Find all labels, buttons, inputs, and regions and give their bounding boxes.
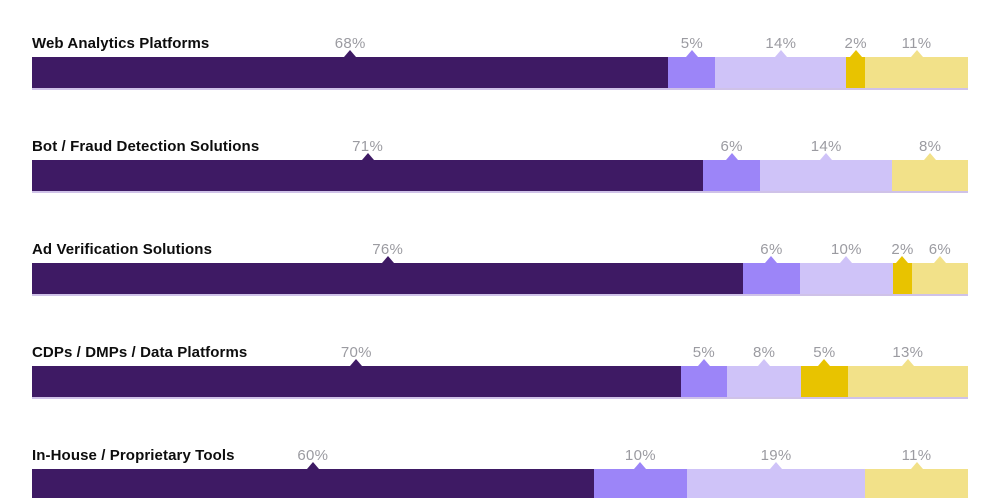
bar-segment: 19%	[687, 448, 866, 498]
segment-value-label: 11%	[901, 447, 932, 464]
segment-value-label: 19%	[760, 447, 792, 464]
bar-segment: 6%	[743, 242, 800, 294]
bar-segment: 71%	[32, 139, 704, 191]
category-label: In-House / Proprietary Tools	[32, 447, 235, 464]
segment-caret-icon	[697, 359, 710, 366]
bar-segment: 70%	[32, 345, 681, 397]
bar-segment: 11%	[865, 36, 968, 88]
chart-row: In-House / Proprietary Tools 60% 10% 19% 11%	[32, 448, 968, 498]
segment-value-label: 6%	[720, 138, 743, 155]
segment-caret-icon	[910, 50, 923, 57]
segment-caret-icon	[634, 462, 647, 469]
segment-caret-icon	[924, 153, 937, 160]
bar-segment: 2%	[845, 36, 867, 88]
segment-value-label: 70%	[340, 344, 372, 361]
chart-rows: Web Analytics Platforms 68% 5% 14% 2% 11% Bot …	[32, 36, 969, 498]
segment-caret-icon	[901, 359, 914, 366]
chart-row: Ad Verification Solutions 76% 6% 10% 2% 6%	[32, 242, 968, 296]
bar-segment: 5%	[801, 345, 848, 397]
bar-segment: 8%	[727, 345, 802, 397]
bar-segment: 6%	[703, 139, 760, 191]
segment-value-label: 10%	[624, 447, 656, 464]
segment-value-label: 60%	[297, 447, 329, 464]
bar-segment: 10%	[593, 448, 688, 498]
segment-caret-icon	[725, 153, 738, 160]
bar-segment: 5%	[668, 36, 716, 88]
category-label: Bot / Fraud Detection Solutions	[32, 138, 260, 155]
segment-caret-icon	[818, 359, 831, 366]
segment-value-label: 6%	[760, 241, 783, 258]
bar-segment: 6%	[911, 242, 968, 294]
segment-caret-icon	[361, 153, 374, 160]
segment-caret-icon	[849, 50, 862, 57]
segment-value-label: 76%	[372, 241, 404, 258]
segment-value-label: 6%	[928, 241, 952, 258]
segment-value-label: 10%	[830, 241, 862, 258]
stacked-bar: 76% 6% 10% 2% 6%	[32, 242, 968, 296]
segment-value-label: 8%	[752, 344, 776, 361]
bar-segment: 8%	[892, 139, 968, 191]
segment-caret-icon	[381, 256, 394, 263]
segment-value-label: 71%	[352, 138, 384, 155]
stacked-bar: 70% 5% 8% 5% 13%	[32, 345, 969, 399]
segment-caret-icon	[344, 50, 357, 57]
bar-segment: 68%	[32, 36, 669, 88]
segment-caret-icon	[910, 462, 923, 469]
segment-value-label: 5%	[692, 344, 716, 361]
category-label: Web Analytics Platforms	[32, 35, 210, 52]
segment-value-label: 5%	[813, 344, 836, 361]
segment-value-label: 68%	[334, 35, 366, 52]
segment-caret-icon	[765, 256, 778, 263]
stacked-bar: 60% 10% 19% 11%	[32, 448, 968, 498]
chart-row: CDPs / DMPs / Data Platforms 70% 5% 8% 5% 13%	[32, 344, 969, 399]
segment-caret-icon	[820, 153, 833, 160]
bar-segment: 13%	[847, 345, 969, 397]
segment-value-label: 2%	[844, 35, 867, 52]
segment-caret-icon	[770, 462, 783, 469]
chart-row: Bot / Fraud Detection Solutions 71% 6% 14% 8…	[32, 139, 968, 193]
segment-caret-icon	[774, 50, 787, 57]
category-label: Ad Verification Solutions	[32, 241, 213, 258]
bar-segment: 2%	[891, 242, 913, 294]
segment-caret-icon	[350, 359, 363, 366]
stacked-bar: 68% 5% 14% 2% 11%	[32, 36, 968, 90]
segment-caret-icon	[306, 462, 319, 469]
segment-caret-icon	[685, 50, 698, 57]
segment-value-label: 2%	[891, 241, 914, 258]
segment-value-label: 13%	[892, 344, 924, 361]
bar-segment: 60%	[32, 448, 594, 498]
bar-segment: 5%	[680, 345, 728, 397]
segment-caret-icon	[896, 256, 909, 263]
segment-caret-icon	[933, 256, 946, 263]
stacked-bar: 71% 6% 14% 8%	[32, 139, 968, 193]
bar-segment: 76%	[32, 242, 744, 294]
segment-value-label: 8%	[919, 138, 942, 155]
segment-value-label: 14%	[765, 35, 797, 52]
segment-caret-icon	[840, 256, 853, 263]
chart-row: Web Analytics Platforms 68% 5% 14% 2% 11%	[32, 36, 968, 90]
segment-value-label: 14%	[810, 138, 842, 155]
bar-segment: 11%	[865, 448, 968, 498]
bar-segment: 10%	[799, 242, 894, 294]
segment-value-label: 5%	[680, 35, 704, 52]
segment-caret-icon	[758, 359, 771, 366]
category-label: CDPs / DMPs / Data Platforms	[32, 344, 248, 361]
bar-segment: 14%	[715, 36, 847, 88]
bar-segment: 14%	[760, 139, 893, 191]
segment-value-label: 11%	[901, 35, 932, 52]
